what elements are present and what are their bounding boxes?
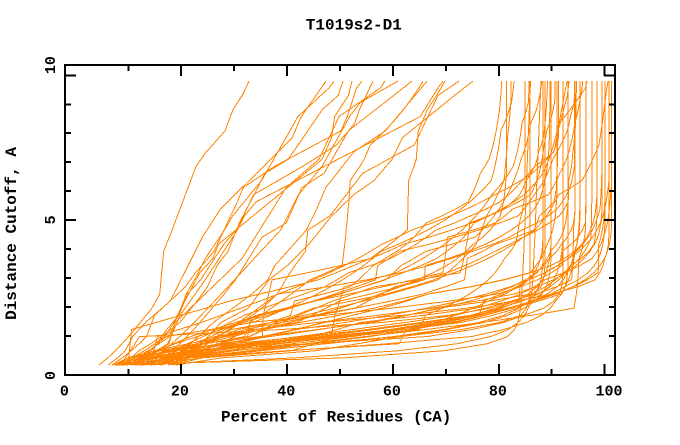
svg-text:10: 10 bbox=[43, 56, 60, 74]
svg-text:40: 40 bbox=[277, 383, 295, 400]
svg-text:Percent of Residues (CA): Percent of Residues (CA) bbox=[221, 408, 451, 426]
svg-text:80: 80 bbox=[489, 383, 507, 400]
svg-text:Distance Cutoff, A: Distance Cutoff, A bbox=[3, 147, 21, 320]
svg-text:20: 20 bbox=[171, 383, 189, 400]
svg-text:100: 100 bbox=[595, 383, 622, 400]
svg-text:5: 5 bbox=[43, 215, 60, 224]
svg-text:0: 0 bbox=[60, 383, 69, 400]
svg-text:0: 0 bbox=[43, 371, 60, 380]
svg-text:60: 60 bbox=[383, 383, 401, 400]
svg-text:T1019s2-D1: T1019s2-D1 bbox=[306, 17, 402, 35]
